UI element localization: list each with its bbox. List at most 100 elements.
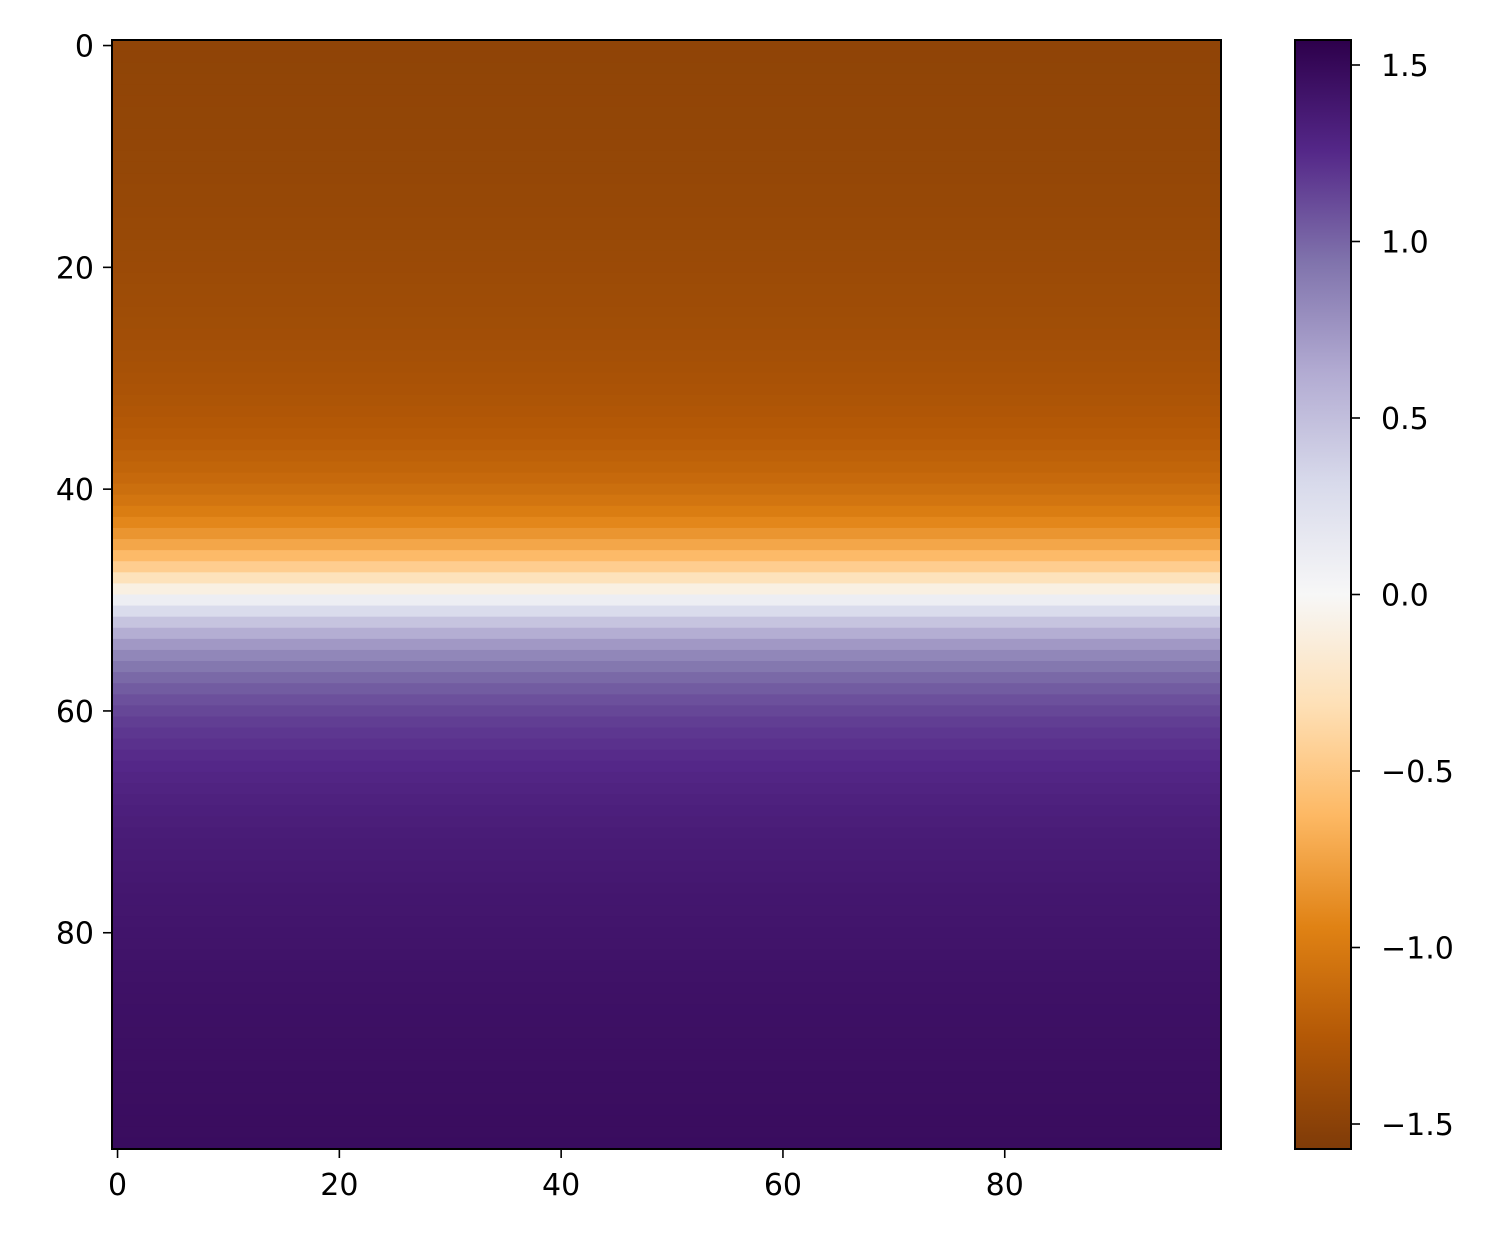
heatmap-row [112,661,1221,673]
heatmap-row [112,738,1221,751]
heatmap-row [112,516,1221,529]
heatmap-row [112,1004,1221,1017]
heatmap-row [112,805,1221,817]
heatmap-row [112,672,1221,684]
heatmap-row [112,816,1221,828]
colorbar-tick-label: 1.0 [1381,225,1429,260]
heatmap-row [112,1093,1221,1106]
heatmap-row [112,583,1221,596]
x-tick-label: 0 [108,1168,127,1203]
heatmap-row [112,871,1221,884]
heatmap-row [112,1015,1221,1028]
heatmap-row [112,683,1221,695]
x-axis: 0 20 40 60 80 [108,1149,1024,1203]
heatmap-row [112,383,1221,396]
heatmap-row [112,250,1221,263]
x-tick-label: 40 [542,1168,580,1203]
heatmap-row [112,1038,1221,1050]
heatmap-row [112,971,1221,984]
colorbar-tick-label: 0.5 [1381,402,1429,437]
heatmap-row [112,339,1221,352]
heatmap-row [112,317,1221,329]
heatmap-row [112,361,1221,374]
heatmap-row [112,106,1221,119]
heatmap-row [112,794,1221,806]
heatmap-row [112,461,1221,474]
x-tick-label: 60 [764,1168,802,1203]
heatmap-row [112,40,1221,52]
heatmap-row [112,561,1221,573]
heatmap-row [112,783,1221,795]
heatmap-row [112,605,1221,618]
colorbar-tick-label: 1.5 [1381,49,1429,84]
heatmap-row [112,860,1221,873]
heatmap-row [112,173,1221,185]
heatmap-row [112,838,1221,851]
heatmap-row [112,1126,1221,1139]
heatmap-row [112,84,1221,97]
colorbar [1295,40,1351,1149]
heatmap-row [112,1027,1221,1039]
heatmap-row [112,760,1221,773]
y-tick-label: 80 [56,917,94,952]
heatmap-row [112,261,1221,274]
heatmap-row [112,128,1221,141]
heatmap-row [112,550,1221,562]
heatmap-row [112,184,1221,196]
heatmap-row [112,117,1221,130]
heatmap-row [112,827,1221,840]
colorbar-axis: −1.5 −1.0 −0.5 0.0 0.5 1.0 1.5 [1351,49,1454,1143]
heatmap-row [112,328,1221,341]
heatmap-row [112,627,1221,640]
heatmap-row [112,439,1221,451]
heatmap-row [112,95,1221,108]
y-tick-label: 0 [75,30,94,65]
x-tick-label: 20 [320,1168,358,1203]
y-axis: 0 20 40 60 80 [56,30,112,952]
heatmap-row [112,616,1221,629]
heatmap-row [112,272,1221,285]
heatmap-row [112,572,1221,585]
x-tick-label: 80 [986,1168,1024,1203]
heatmap-row [112,649,1221,662]
heatmap-row [112,239,1221,252]
heatmap-row [112,1071,1221,1084]
heatmap-row [112,905,1221,917]
heatmap-row [112,949,1221,962]
colorbar-tick-label: −1.0 [1381,932,1454,967]
heatmap-row [112,727,1221,740]
heatmap-row [112,450,1221,463]
heatmap-row [112,716,1221,729]
heatmap-row [112,161,1221,174]
heatmap-row [112,494,1221,507]
heatmap-row [112,638,1221,651]
colorbar-tick-label: −0.5 [1381,755,1454,790]
heatmap-row [112,73,1221,85]
heatmap-row [112,893,1221,906]
heatmap-row [112,1104,1221,1117]
heatmap-row [112,505,1221,518]
heatmap-row [112,283,1221,296]
heatmap-row [112,417,1221,429]
heatmap-row [112,139,1221,152]
heatmap-row [112,51,1221,63]
heatmap-row [112,217,1221,230]
heatmap-row [112,306,1221,318]
heatmap-row [112,150,1221,163]
heatmap-row [112,1082,1221,1095]
heatmap-row [112,228,1221,241]
heatmap-row [112,472,1221,485]
heatmap-row [112,705,1221,718]
heatmap-row [112,1049,1221,1061]
heatmap-row [112,62,1221,74]
heatmap-row [112,206,1221,219]
y-tick-label: 60 [56,695,94,730]
heatmap-row [112,1137,1221,1150]
heatmap-row [112,483,1221,496]
heatmap-cells [112,40,1221,1150]
y-tick-label: 20 [56,251,94,286]
heatmap-row [112,594,1221,607]
heatmap-row [112,539,1221,551]
heatmap-row [112,993,1221,1006]
